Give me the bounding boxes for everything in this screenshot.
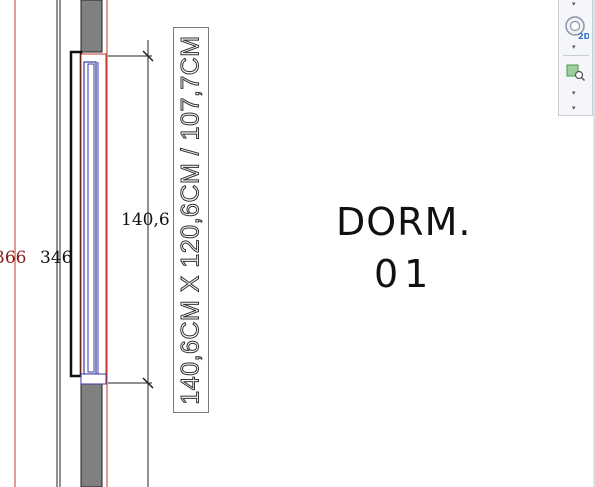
room-tag-name[interactable]: DORM. <box>336 200 472 244</box>
zoom-region-icon <box>566 64 586 82</box>
window-element[interactable] <box>69 50 107 385</box>
dimension-tick-top <box>142 50 154 62</box>
wall-lower-segment[interactable] <box>80 383 103 487</box>
steering-wheel-icon: 2D <box>565 16 591 41</box>
steering-wheel-2d-button[interactable]: 2D <box>563 14 591 41</box>
zoom-dropdown[interactable]: ▾ <box>572 89 576 97</box>
window-height-dimension[interactable]: 140,6 <box>121 210 170 230</box>
navbar-options-caret[interactable]: ▾ <box>572 104 576 112</box>
navbar-menu-caret-top[interactable]: ▾ <box>572 0 576 8</box>
room-tag-number[interactable]: 01 <box>374 252 435 296</box>
wall-upper-segment[interactable] <box>80 0 103 53</box>
steering-wheel-dropdown[interactable]: ▾ <box>572 43 576 51</box>
navbar-separator <box>563 55 589 56</box>
dimension-tick-bottom <box>142 377 154 389</box>
viewport-right-border <box>593 0 595 487</box>
window-sill-outer <box>69 50 83 378</box>
window-tag-text: 140,6CM X 120,6CM / 107,7CM <box>176 35 205 405</box>
window-frame-inner <box>87 63 95 373</box>
window-dimension[interactable] <box>108 40 154 487</box>
zoom-region-button[interactable] <box>563 60 589 86</box>
window-sill-bottom <box>80 373 107 385</box>
overall-dimension[interactable]: 346 <box>40 248 73 268</box>
window-tag[interactable]: 140,6CM X 120,6CM / 107,7CM <box>173 27 209 413</box>
wheel-2d-label: 2D <box>578 32 589 40</box>
navigation-bar: ▾ 2D ▾ ▾ ▾ <box>558 0 593 116</box>
overall-dimension-red[interactable]: 366 <box>0 248 27 268</box>
